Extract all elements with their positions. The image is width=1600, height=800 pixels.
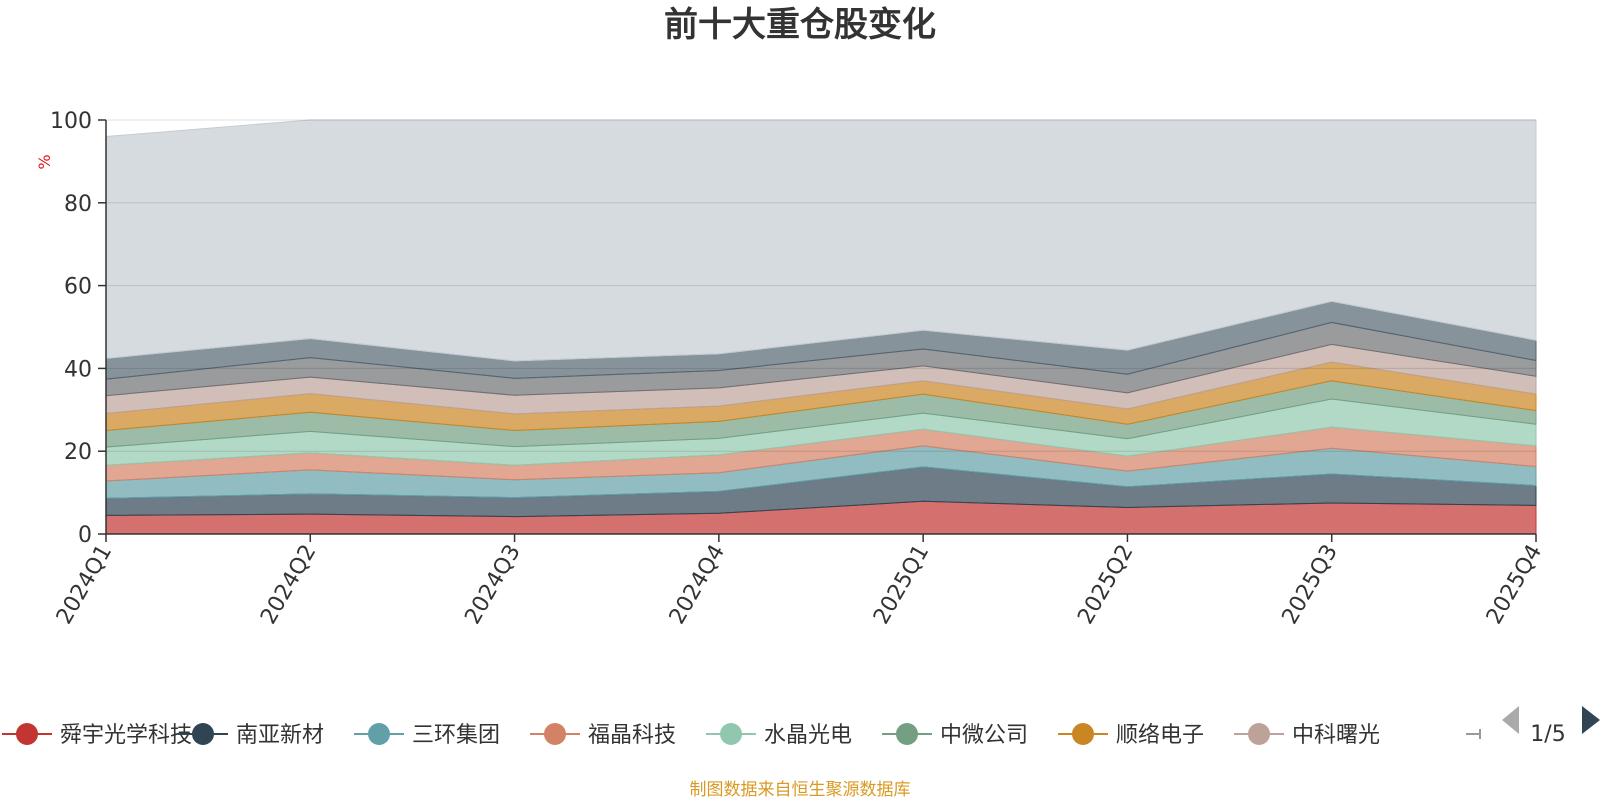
y-tick-labels: 0 20 40 60 80 100 [50, 109, 106, 548]
legend-marker-icon [368, 723, 390, 745]
legend-marker-icon [896, 723, 918, 745]
legend-label: 福晶科技 [588, 723, 676, 748]
chart-title: 前十大重仓股变化 [664, 5, 936, 45]
legend: 舜宇光学科技 南亚新材 三环集团 福晶科技 水晶光电 中微公司 顺络电子 中科曙光 [2, 723, 1481, 748]
y-tick-label: 80 [64, 192, 92, 217]
legend-item[interactable]: 舜宇光学科技 [2, 723, 192, 748]
legend-label: 南亚新材 [236, 723, 324, 748]
legend-page-indicator: 1/5 [1530, 722, 1565, 747]
legend-label: 舜宇光学科技 [60, 723, 192, 748]
x-tick-label: 2024Q3 [460, 541, 525, 629]
y-tick-label: 40 [64, 357, 92, 382]
x-tick-label: 2025Q4 [1482, 541, 1547, 629]
legend-marker-icon [192, 723, 214, 745]
legend-marker-icon [544, 723, 566, 745]
legend-marker-icon [16, 723, 38, 745]
legend-item[interactable]: 顺络电子 [1058, 723, 1204, 748]
legend-marker-icon [720, 723, 742, 745]
x-tick-label: 2024Q2 [256, 541, 321, 629]
legend-label: 水晶光电 [764, 723, 852, 748]
legend-label: 中科曙光 [1292, 723, 1380, 748]
legend-label: 顺络电子 [1116, 723, 1204, 748]
legend-label: 三环集团 [412, 723, 500, 748]
data-source-note: 制图数据来自恒生聚源数据库 [690, 780, 911, 800]
x-tick-label: 2025Q1 [869, 541, 934, 629]
area-series-10[interactable] [105, 119, 1537, 362]
legend-item[interactable]: 中微公司 [882, 723, 1028, 748]
axes [105, 120, 1536, 535]
legend-item[interactable]: 福晶科技 [530, 723, 676, 748]
next-page-icon[interactable] [1582, 706, 1600, 734]
legend-item[interactable]: 南亚新材 [178, 723, 324, 748]
legend-marker-icon [1248, 723, 1270, 745]
legend-label: 中微公司 [940, 723, 1028, 748]
plot-area [105, 119, 1537, 535]
y-tick-label: 60 [64, 275, 92, 300]
x-tick-label: 2024Q4 [665, 541, 730, 629]
y-axis-unit: % [35, 154, 54, 169]
y-tick-label: 100 [50, 109, 92, 134]
legend-marker-icon [1072, 723, 1094, 745]
prev-page-icon[interactable] [1502, 706, 1519, 734]
x-tick-label: 2024Q1 [52, 541, 117, 629]
y-tick-label: 20 [64, 440, 92, 465]
y-tick-label: 0 [78, 523, 92, 548]
legend-pager: 1/5 [1502, 706, 1600, 747]
x-tick-labels: 2024Q1 2024Q2 2024Q3 2024Q4 2025Q1 2025Q2 2025… [52, 534, 1547, 629]
x-tick-label: 2025Q3 [1278, 541, 1343, 629]
legend-item[interactable]: 三环集团 [354, 723, 500, 748]
x-tick-label: 2025Q2 [1073, 541, 1138, 629]
legend-item[interactable]: 中科曙光 [1234, 723, 1380, 748]
legend-item[interactable]: 水晶光电 [706, 723, 852, 748]
